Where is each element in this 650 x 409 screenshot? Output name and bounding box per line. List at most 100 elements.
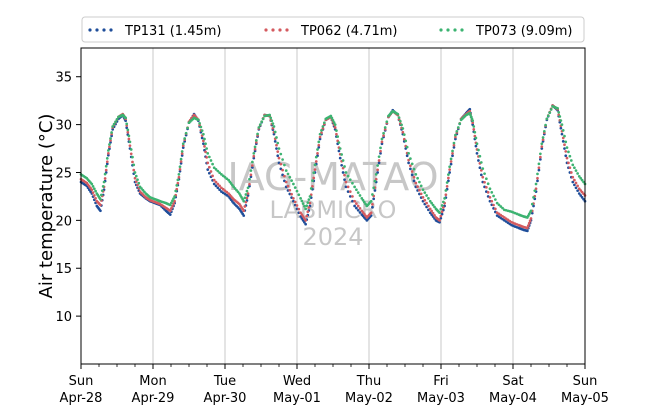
data-point [254,140,258,144]
data-point [571,180,575,184]
data-point [582,197,585,201]
data-point [316,148,319,151]
data-point [301,215,305,218]
data-point [216,186,220,190]
data-point [449,162,453,166]
data-point [372,186,376,190]
data-point [317,146,321,149]
data-point [303,217,306,220]
data-point [134,180,138,183]
x-tick-date-0: Apr-28 [60,391,103,406]
data-point [245,196,249,200]
x-axis: Sun Apr-28 Mon Apr-29 Tue Apr-30 Wed May-01 Thu M… [60,364,609,406]
data-point [478,166,482,170]
data-point [400,123,403,127]
data-point [337,149,341,153]
data-point [329,114,333,118]
data-point [204,150,207,154]
data-point [536,176,539,180]
data-point [402,133,406,137]
data-point [252,154,256,158]
data-point [369,199,373,203]
data-point [451,151,454,155]
data-point [257,126,261,129]
data-point [428,207,432,211]
data-point [284,180,288,184]
data-point [126,128,130,132]
data-point [103,177,107,180]
data-point [89,190,92,193]
legend-box [81,16,585,43]
data-point [312,171,316,175]
data-point [272,125,276,128]
data-point [433,205,436,209]
data-point [168,203,172,207]
data-point [248,177,251,181]
data-point [343,165,346,168]
data-point [405,145,409,149]
data-point [373,179,377,183]
data-point [540,147,544,150]
data-point [308,195,312,198]
data-point [456,126,460,129]
data-point [168,209,172,213]
data-point [335,132,338,136]
data-point [281,168,284,172]
data-point [90,188,94,192]
legend-marker-tp131 [88,28,113,32]
data-point [316,151,319,155]
data-point [314,155,318,159]
data-point [474,144,478,148]
data-point [565,146,569,149]
data-point [445,185,449,188]
data-point [279,152,283,156]
data-point [377,161,381,165]
data-point [258,123,262,126]
data-point [385,120,389,124]
data-point [200,129,204,132]
data-point [92,194,96,197]
data-point [336,135,340,138]
data-point [180,152,184,155]
data-point [292,196,295,200]
data-point [109,140,112,144]
data-point [472,128,476,131]
data-point [425,194,428,197]
data-point [333,123,337,126]
data-point [99,197,102,201]
x-tick-day-1: Mon [139,374,166,389]
data-point [439,207,443,211]
data-point [271,122,275,125]
data-point [449,160,453,163]
data-point [539,157,542,161]
data-point [582,180,585,184]
data-point [206,161,210,165]
data-point [304,219,307,222]
data-point [178,169,182,173]
data-point [218,188,221,192]
data-point [206,151,210,155]
data-point [407,151,410,155]
data-point [567,161,570,165]
data-point [168,213,172,216]
data-point [364,202,367,206]
data-point [176,178,180,182]
data-point [565,156,569,160]
data-point [567,150,570,154]
data-point [351,181,354,185]
data-point [546,114,550,118]
data-point [373,189,377,192]
data-point [477,159,480,162]
data-point [430,201,433,205]
data-point [412,179,416,183]
data-point [301,219,305,222]
data-point [428,199,432,203]
data-point [423,198,427,202]
legend-dot [109,28,113,32]
data-point [221,187,225,191]
data-point [338,156,342,160]
data-point [181,142,185,146]
data-point [307,206,311,209]
data-point [380,140,384,144]
data-point [382,131,385,135]
